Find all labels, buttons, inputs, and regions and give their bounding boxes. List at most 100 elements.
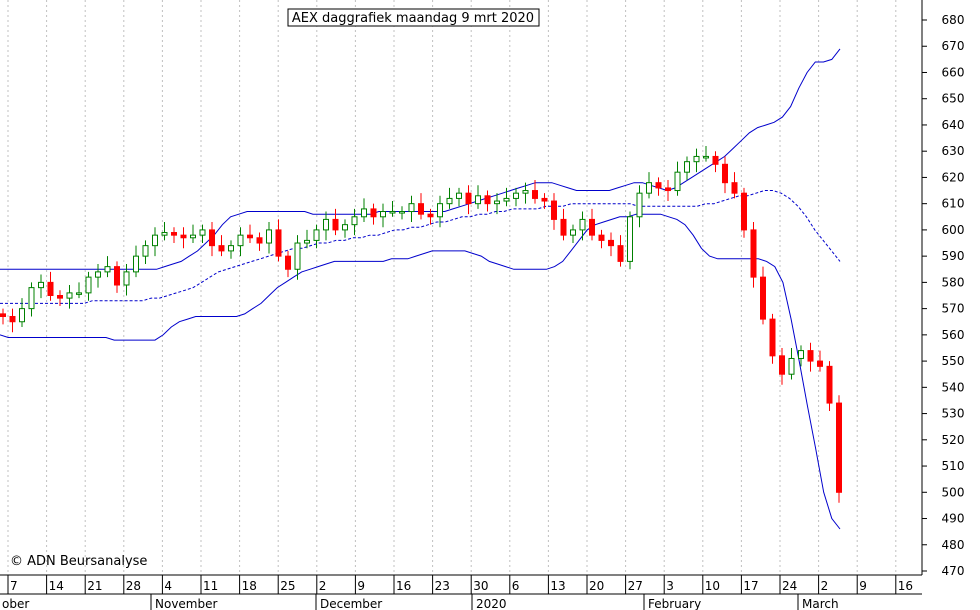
candle-up <box>513 192 519 199</box>
candle-up <box>399 211 405 214</box>
candle-up <box>133 255 139 273</box>
candle-up <box>570 229 576 236</box>
candle-down <box>817 360 823 367</box>
x-tick-label: 17 <box>743 579 758 593</box>
month-label: 2020 <box>476 597 507 610</box>
x-tick-label: 10 <box>705 579 720 593</box>
candle-up <box>579 218 586 231</box>
candle-down <box>370 208 377 218</box>
candle-down <box>617 245 624 262</box>
month-label: November <box>155 597 217 610</box>
candle-up <box>294 242 301 270</box>
candle-down <box>180 234 187 239</box>
candle-up <box>703 155 709 159</box>
candle-down <box>427 213 434 218</box>
y-tick-label: 560 <box>942 328 965 342</box>
candle-down <box>731 182 738 194</box>
candle-down <box>779 355 785 375</box>
candle-up <box>503 197 510 202</box>
candle-down <box>836 402 842 493</box>
candle-down <box>218 245 225 252</box>
candle-up <box>76 292 82 295</box>
candle-up <box>475 195 481 205</box>
x-axis: 7 14 21 28 4 11 18 25 2 9 16 23 30 6 13 20 27 3 10 17 24 2 9 16… <box>2 575 913 610</box>
candle-up <box>38 281 44 289</box>
candle-down <box>0 313 6 317</box>
y-tick-label: 540 <box>942 380 965 394</box>
candle-up <box>636 192 643 218</box>
y-tick-label: 620 <box>942 170 965 184</box>
candle-up <box>323 218 329 231</box>
x-tick-label: 27 <box>628 579 643 593</box>
x-tick-label: 28 <box>126 579 141 593</box>
y-tick-label: 630 <box>942 144 965 158</box>
candle-down <box>247 234 253 239</box>
x-tick-label: 9 <box>357 579 365 593</box>
vertical-grid <box>7 0 897 575</box>
candle-down <box>9 315 16 323</box>
candle-down <box>171 232 177 236</box>
x-tick-label: 6 <box>512 579 520 593</box>
y-tick-label: 660 <box>942 65 965 79</box>
candle-up <box>161 232 168 236</box>
x-tick-label: 4 <box>164 579 172 593</box>
candle-up <box>142 245 149 257</box>
candle-up <box>237 234 244 247</box>
chart-title: AEX daggrafiek maandag 9 mrt 2020 <box>292 11 534 26</box>
candle-up <box>342 224 348 231</box>
candle-down <box>598 234 605 241</box>
y-tick-label: 610 <box>942 197 965 211</box>
candle-up <box>408 203 415 213</box>
y-tick-label: 500 <box>942 485 965 499</box>
candle-up <box>389 211 396 214</box>
candle-up <box>95 271 101 278</box>
x-tick-label: 2 <box>821 579 829 593</box>
candle-down <box>551 200 557 220</box>
month-label: February <box>648 597 701 610</box>
candle-down <box>750 229 757 278</box>
candle-up <box>446 197 453 205</box>
y-tick-label: 490 <box>942 512 965 526</box>
month-label: ober <box>2 597 29 610</box>
y-axis: 680 670 660 650 640 630 620 610 600 590 580 570 560 5… <box>922 13 964 578</box>
x-tick-label: 2 <box>319 579 327 593</box>
candle-up <box>437 203 443 218</box>
candle-down <box>47 281 54 296</box>
candle-down <box>418 203 424 215</box>
moving-average-line <box>0 190 841 304</box>
candle-down <box>760 276 766 320</box>
y-tick-label: 470 <box>942 564 965 578</box>
y-tick-label: 680 <box>942 13 965 27</box>
candle-down <box>285 255 291 270</box>
candle-up <box>123 271 130 286</box>
candle-up <box>228 245 234 252</box>
candle-up <box>66 292 73 299</box>
candle-up <box>85 276 92 294</box>
candle-down <box>114 266 120 286</box>
candlesticks <box>0 145 842 503</box>
candle-down <box>826 365 833 404</box>
x-tick-label: 24 <box>782 579 797 593</box>
y-tick-label: 510 <box>942 459 965 473</box>
candle-up <box>152 234 158 247</box>
candle-down <box>541 197 548 202</box>
x-tick-label: 7 <box>10 579 18 593</box>
y-tick-label: 520 <box>942 433 965 447</box>
candle-up <box>28 287 35 310</box>
candle-up <box>266 229 272 244</box>
x-tick-label: 18 <box>242 579 257 593</box>
candle-down <box>712 155 719 165</box>
candle-down <box>722 163 728 184</box>
month-label: December <box>320 597 382 610</box>
candle-up <box>304 239 310 244</box>
candle-up <box>684 161 690 173</box>
y-tick-label: 580 <box>942 275 965 289</box>
y-tick-label: 480 <box>942 538 965 552</box>
candle-up <box>19 308 25 323</box>
candle-up <box>494 200 500 205</box>
month-label: March <box>802 597 839 610</box>
y-tick-label: 550 <box>942 354 965 368</box>
candle-up <box>627 216 633 262</box>
x-tick-label: 3 <box>666 579 674 593</box>
